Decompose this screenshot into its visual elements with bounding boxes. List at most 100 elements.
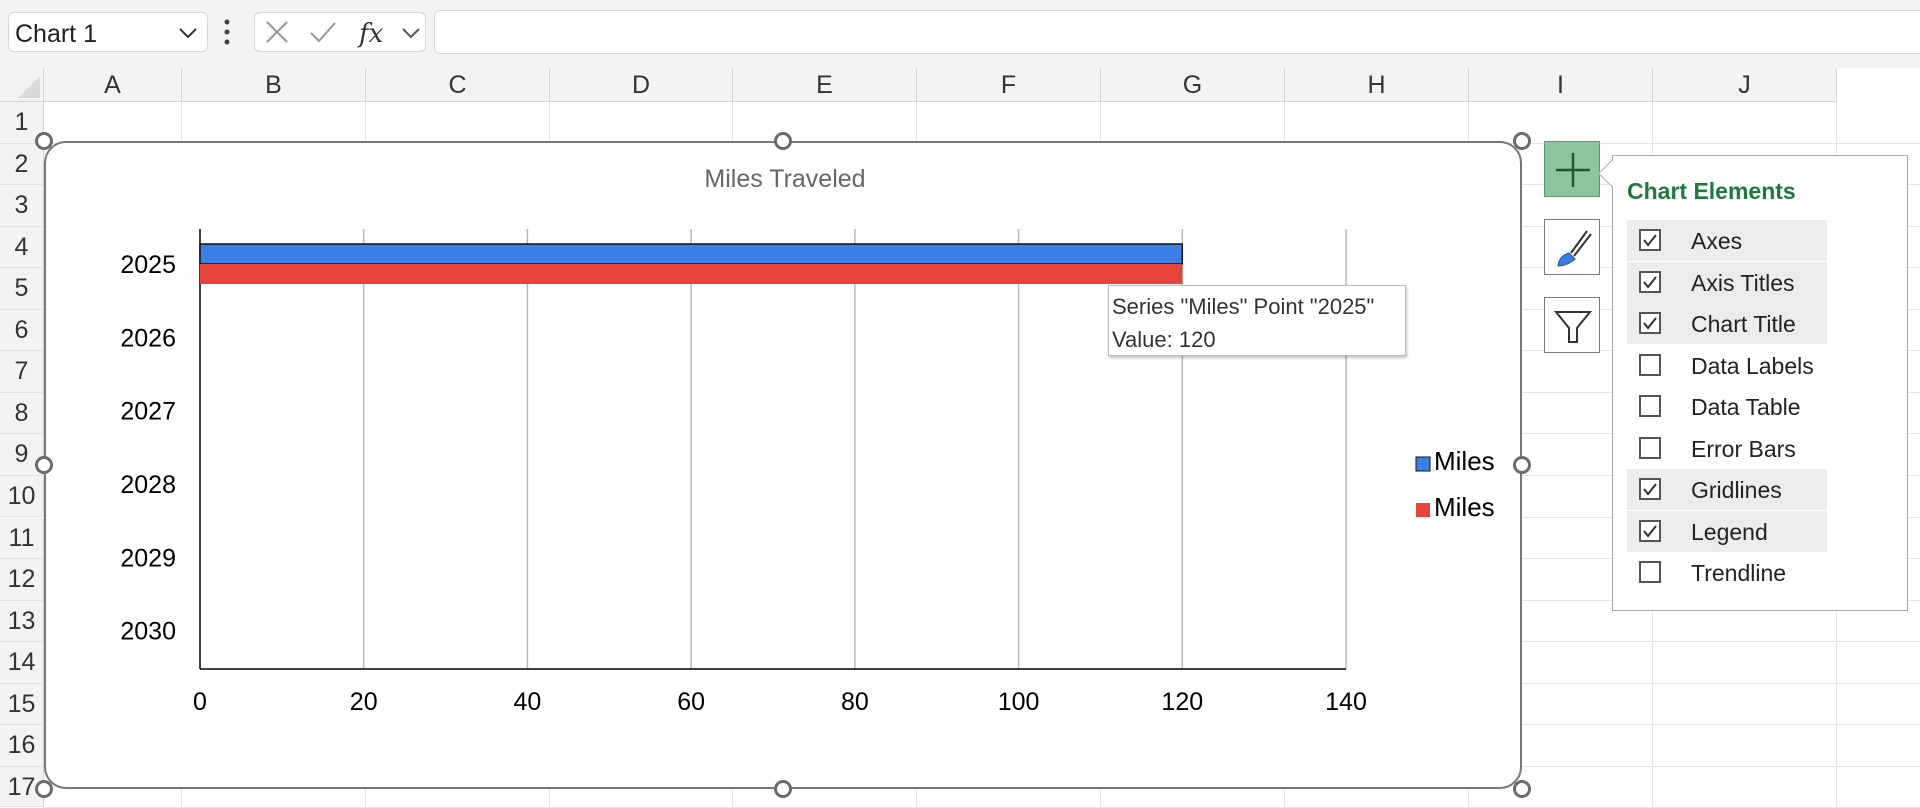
y-category-label: 2027 [120,398,176,426]
row-header[interactable]: 1 [0,102,44,144]
checkbox[interactable] [1639,561,1661,583]
checkbox[interactable] [1639,395,1661,417]
chart-element-label: Data Table [1691,394,1801,420]
row-header[interactable]: 16 [0,725,44,767]
checkmark-icon [1643,317,1657,330]
funnel-icon [1553,311,1593,343]
chart-element-label: Gridlines [1691,477,1782,503]
formula-bar-area: Chart 1 fx [0,0,1920,68]
row-header[interactable]: 14 [0,642,44,684]
chart-element-label: Axis Titles [1691,269,1795,296]
row-header[interactable]: 8 [0,392,44,435]
checkbox[interactable] [1639,312,1661,334]
chart-title: Miles Traveled [704,165,865,193]
row-header[interactable]: 6 [0,309,44,352]
row-header[interactable]: 3 [0,185,44,227]
resize-handle[interactable] [774,780,792,798]
resize-handle[interactable] [774,132,792,150]
column-header[interactable]: I [1469,68,1653,102]
chart-object[interactable]: Miles Traveled 0 20 40 60 80 100 120 140 2025 2026… [44,141,1522,789]
chart-elements-panel: Chart Elements Axes Axis Titles Chart Titl… [1598,155,1908,611]
column-header[interactable]: C [366,68,550,102]
chart-element-label: Error Bars [1691,435,1796,462]
select-all-corner[interactable] [0,68,44,102]
column-header[interactable]: E [733,68,917,102]
row-header[interactable]: 10 [0,475,44,518]
row-header[interactable]: 12 [0,559,44,601]
chart-element-option[interactable]: Gridlines [1627,469,1827,510]
checkmark-icon [1643,483,1657,496]
x-tick-label: 140 [1325,688,1367,716]
chart-styles-button[interactable] [1544,219,1600,275]
chart-elements-button[interactable] [1544,141,1600,197]
chart-filters-button[interactable] [1544,297,1600,353]
column-header[interactable]: B [182,68,366,102]
y-category-label: 2030 [120,618,176,646]
column-header[interactable]: H [1285,68,1469,102]
row-header[interactable]: 2 [0,143,44,186]
formula-input[interactable] [434,10,1920,54]
row-header[interactable]: 13 [0,600,44,643]
bar-series-1 [199,243,1184,265]
column-header[interactable]: D [550,68,733,102]
x-tick-label: 40 [514,688,542,716]
row-header[interactable]: 15 [0,683,44,726]
row-header[interactable]: 11 [0,517,44,560]
row-header[interactable]: 9 [0,434,44,476]
data-point-tooltip: Series "Miles" Point "2025" Value: 120 [1108,285,1406,356]
insert-function-icon[interactable]: fx [357,19,384,49]
chart-element-option[interactable]: Data Table [1627,386,1827,427]
column-header[interactable]: A [44,68,182,102]
chart-element-option[interactable]: Legend [1627,510,1827,552]
column-header[interactable]: G [1101,68,1285,102]
x-tick-label: 60 [677,688,705,716]
chart-element-option[interactable]: Data Labels [1627,345,1827,386]
plus-icon [1556,153,1590,187]
row-header[interactable]: 4 [0,226,44,269]
x-tick-label: 0 [193,688,207,716]
enter-icon[interactable] [310,22,336,43]
x-tick-label: 20 [350,688,378,716]
resize-handle[interactable] [35,132,53,150]
row-header[interactable]: 5 [0,268,44,310]
row-header[interactable]: 7 [0,351,44,393]
checkbox[interactable] [1639,270,1661,293]
resize-handle[interactable] [1513,132,1531,150]
checkbox[interactable] [1639,436,1661,459]
more-options-icon[interactable] [222,14,232,52]
y-category-label: 2028 [120,471,176,499]
resize-handle[interactable] [1513,456,1531,474]
resize-handle[interactable] [35,780,53,798]
resize-handle[interactable] [35,456,53,474]
panel-title: Chart Elements [1627,178,1796,204]
tooltip-value: Value: 120 [1112,327,1216,352]
chart-element-option[interactable]: Axes [1627,220,1827,261]
chart-element-option[interactable]: Chart Title [1627,303,1827,344]
name-box[interactable]: Chart 1 [8,12,208,52]
x-tick-label: 120 [1161,688,1203,716]
resize-handle[interactable] [1513,780,1531,798]
y-category-label: 2025 [120,251,176,279]
column-header[interactable]: F [917,68,1101,102]
chart-element-option[interactable]: Axis Titles [1627,261,1827,303]
bar-chart: Miles Traveled 0 20 40 60 80 100 120 140 2025 2026… [120,165,1495,716]
checkmark-icon [1643,234,1657,247]
legend-label: Miles [1434,492,1495,522]
cancel-icon[interactable] [266,21,288,43]
chart-element-option[interactable]: Trendline [1627,552,1827,593]
paintbrush-icon [1557,230,1592,267]
checkbox[interactable] [1639,478,1661,500]
chart-element-option[interactable]: Error Bars [1627,428,1827,469]
chart-element-label: Chart Title [1691,311,1796,337]
y-category-label: 2026 [120,324,176,352]
checkbox[interactable] [1639,229,1661,251]
column-header[interactable]: J [1653,68,1837,102]
y-category-label: 2029 [120,544,176,572]
name-box-value: Chart 1 [15,20,97,48]
chevron-down-icon[interactable] [402,28,420,39]
checkbox[interactable] [1639,519,1661,542]
checkbox[interactable] [1639,353,1661,376]
formula-controls: fx [254,12,426,52]
chevron-down-icon[interactable] [177,23,199,43]
x-tick-label: 100 [998,688,1040,716]
